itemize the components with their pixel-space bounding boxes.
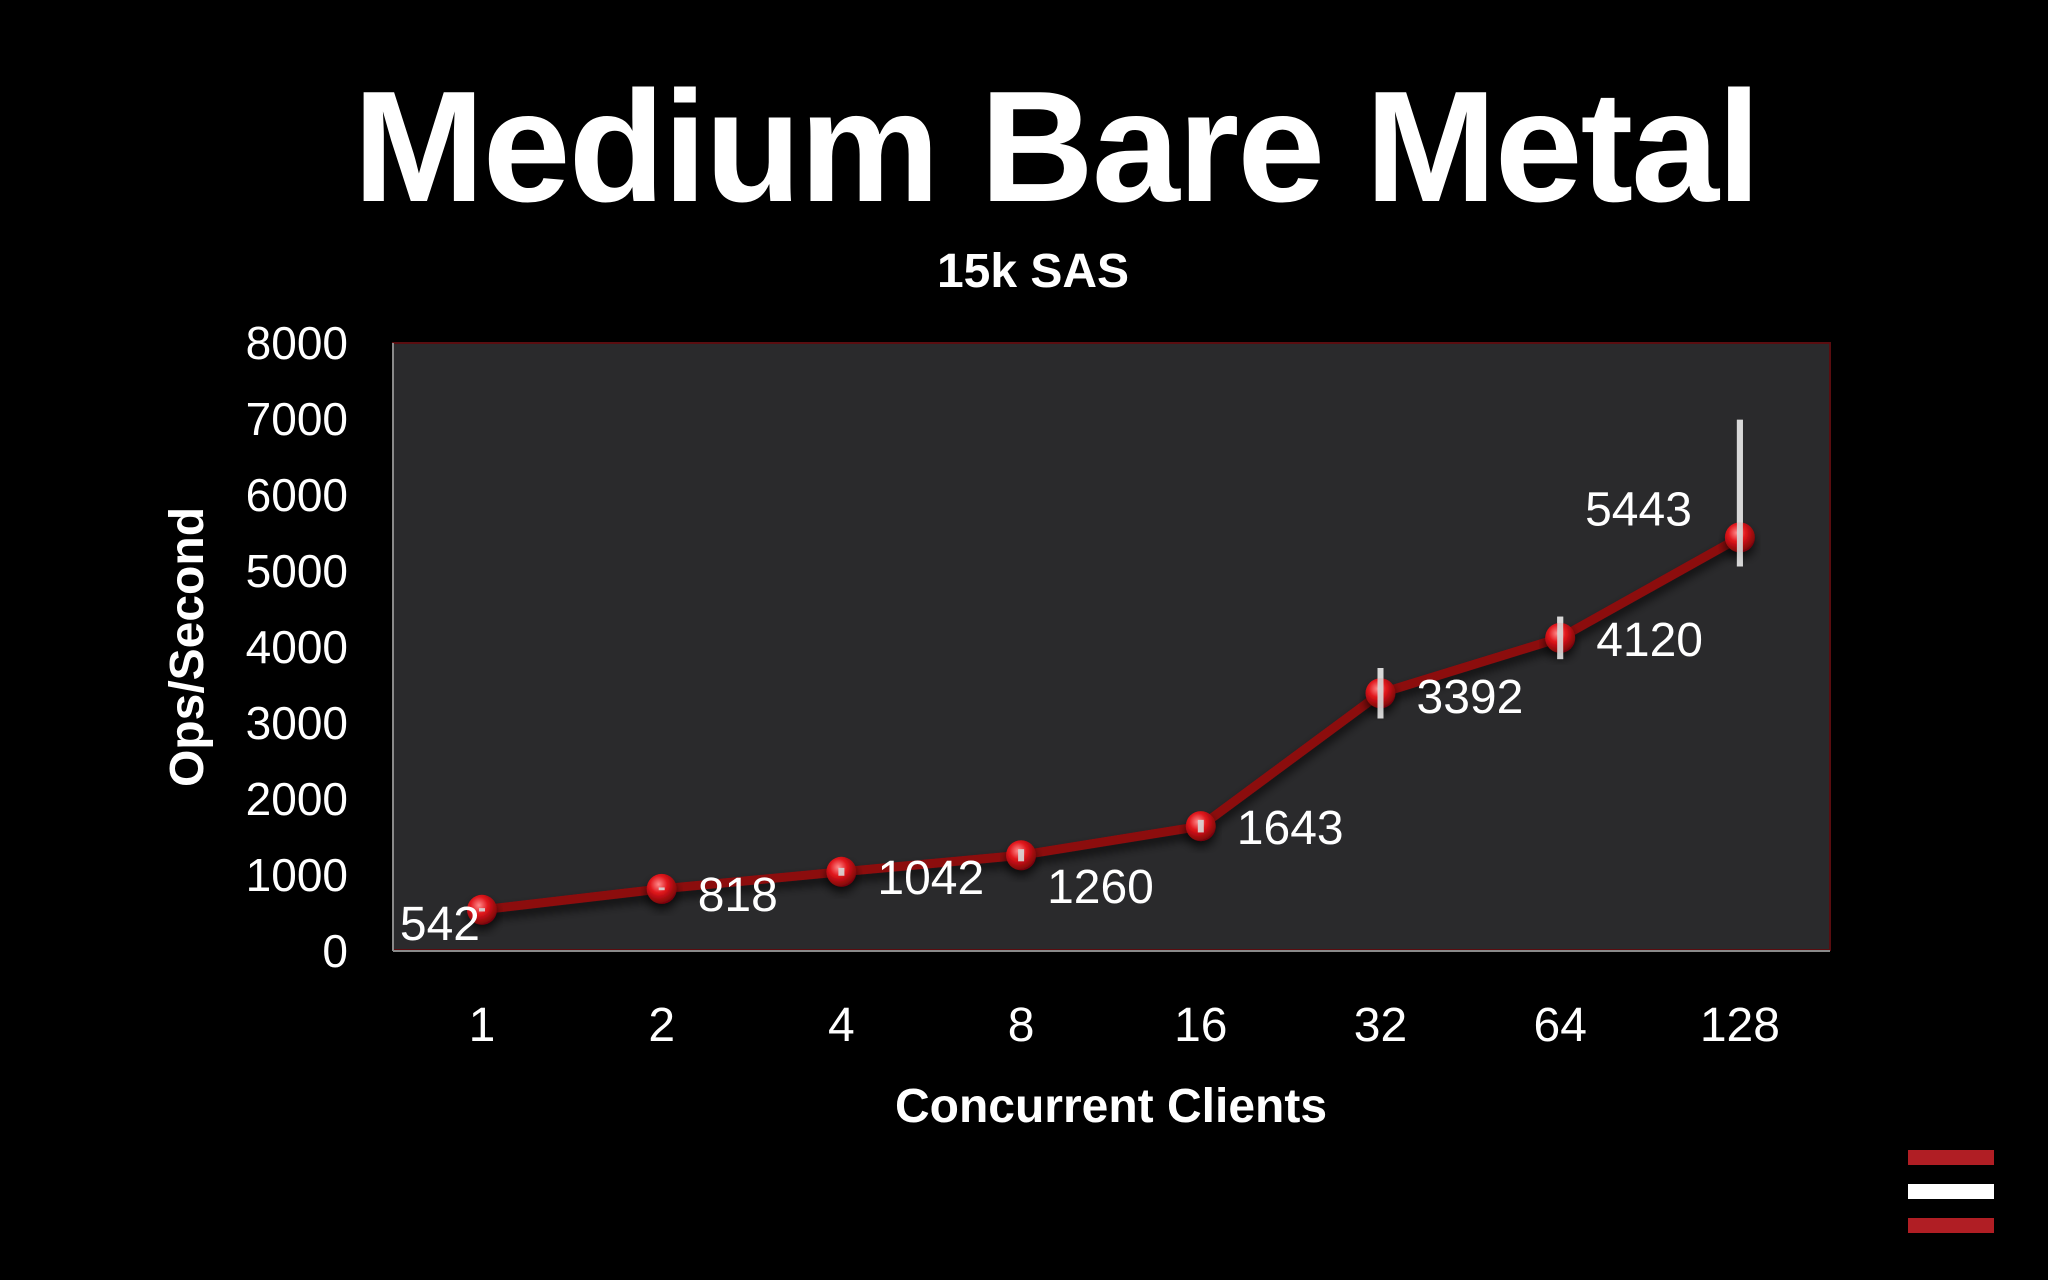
data-labels: 542 818 1042 1260 1643 3392 4120 5443 [400, 483, 1703, 950]
y-tick-label: 0 [322, 925, 348, 977]
x-tick-label: 2 [648, 999, 675, 1052]
x-tick-label: 4 [828, 999, 855, 1052]
y-tick-label: 4000 [246, 621, 348, 673]
error-bar-overlays [479, 419, 1743, 912]
series-line [481, 533, 1743, 915]
logo-bar-top [1908, 1150, 1994, 1165]
data-label: 3392 [1417, 671, 1524, 724]
y-axis-label: Ops/Second [161, 507, 214, 787]
y-tick-label: 1000 [246, 849, 348, 901]
data-label: 4120 [1596, 614, 1703, 667]
y-tick-labels: 0 1000 2000 3000 4000 5000 6000 7000 8000 [246, 317, 348, 977]
y-tick-label: 5000 [246, 545, 348, 597]
data-label: 1643 [1237, 802, 1344, 855]
x-tick-labels: 1 2 4 8 16 32 64 128 [469, 999, 1780, 1052]
x-tick-label: 8 [1008, 999, 1035, 1052]
y-tick-label: 6000 [246, 469, 348, 521]
chart-subtitle: 15k SAS [936, 245, 1130, 298]
logo-bar-bottom [1908, 1218, 1994, 1233]
data-label: 1042 [877, 852, 984, 905]
x-tick-label: 128 [1700, 999, 1780, 1052]
y-tick-label: 8000 [246, 317, 348, 369]
x-axis-label: Concurrent Clients [895, 1080, 1327, 1133]
logo-bar-middle [1908, 1184, 1994, 1199]
plot-area [392, 342, 1831, 951]
data-label: 818 [698, 869, 778, 922]
x-tick-label: 64 [1534, 999, 1587, 1052]
y-tick-label: 7000 [246, 393, 348, 445]
y-tick-label: 2000 [246, 773, 348, 825]
chart-title: Medium Bare Metal [353, 59, 1761, 235]
data-label: 5443 [1585, 483, 1692, 536]
x-tick-label: 32 [1354, 999, 1407, 1052]
data-label: 1260 [1047, 861, 1154, 914]
data-label: 542 [400, 898, 480, 951]
x-tick-label: 1 [469, 999, 496, 1052]
x-tick-label: 16 [1174, 999, 1227, 1052]
stacked-bars-logo [1908, 1150, 1994, 1233]
y-tick-label: 3000 [246, 697, 348, 749]
